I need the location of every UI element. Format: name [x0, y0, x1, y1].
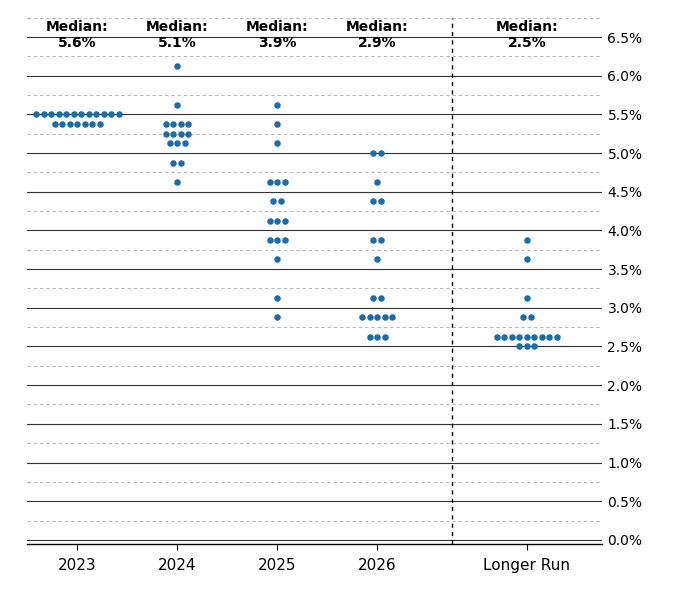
Point	[521, 342, 532, 351]
Point	[521, 235, 532, 245]
Point	[64, 119, 75, 129]
Point	[376, 293, 386, 303]
Text: Median:: Median:	[346, 20, 408, 34]
Point	[272, 177, 282, 187]
Point	[492, 332, 503, 342]
Point	[272, 139, 282, 148]
Point	[164, 139, 175, 148]
Point	[31, 110, 42, 119]
Point	[46, 110, 57, 119]
Point	[268, 197, 279, 206]
Point	[356, 313, 367, 322]
Point	[368, 235, 379, 245]
Point	[161, 129, 172, 138]
Point	[499, 332, 510, 342]
Point	[161, 119, 172, 129]
Point	[518, 313, 529, 322]
Text: Median:: Median:	[146, 20, 209, 34]
Point	[521, 255, 532, 264]
Point	[53, 110, 64, 119]
Point	[279, 177, 290, 187]
Point	[76, 110, 87, 119]
Point	[371, 255, 382, 264]
Point	[168, 158, 179, 167]
Point	[183, 129, 194, 138]
Text: Median:: Median:	[246, 20, 308, 34]
Text: 2.5%: 2.5%	[508, 35, 547, 50]
Point	[376, 148, 386, 158]
Text: Median:: Median:	[46, 20, 109, 34]
Point	[264, 216, 275, 226]
Point	[176, 158, 187, 167]
Point	[172, 177, 183, 187]
Point	[272, 216, 282, 226]
Point	[272, 100, 282, 109]
Point	[272, 313, 282, 322]
Point	[551, 332, 562, 342]
Point	[176, 119, 187, 129]
Point	[172, 139, 183, 148]
Point	[68, 110, 79, 119]
Point	[364, 332, 375, 342]
Point	[179, 139, 190, 148]
Point	[514, 332, 525, 342]
Point	[521, 332, 532, 342]
Point	[272, 293, 282, 303]
Point	[276, 197, 287, 206]
Point	[264, 177, 275, 187]
Point	[368, 293, 379, 303]
Point	[544, 332, 555, 342]
Point	[168, 129, 179, 138]
Point	[525, 313, 536, 322]
Point	[368, 197, 379, 206]
Point	[79, 119, 90, 129]
Point	[172, 100, 183, 109]
Point	[368, 148, 379, 158]
Point	[514, 342, 525, 351]
Point	[61, 110, 72, 119]
Point	[371, 332, 382, 342]
Point	[521, 293, 532, 303]
Text: 3.9%: 3.9%	[258, 35, 296, 50]
Point	[272, 235, 282, 245]
Point	[264, 235, 275, 245]
Point	[272, 119, 282, 129]
Point	[38, 110, 49, 119]
Point	[371, 313, 382, 322]
Point	[279, 235, 290, 245]
Point	[172, 61, 183, 71]
Point	[176, 129, 187, 138]
Point	[507, 332, 518, 342]
Point	[57, 119, 68, 129]
Point	[87, 119, 98, 129]
Point	[371, 177, 382, 187]
Point	[379, 313, 390, 322]
Point	[272, 255, 282, 264]
Point	[364, 313, 375, 322]
Point	[529, 332, 540, 342]
Text: 2.9%: 2.9%	[358, 35, 397, 50]
Point	[49, 119, 60, 129]
Text: 5.6%: 5.6%	[58, 35, 96, 50]
Point	[90, 110, 101, 119]
Point	[183, 119, 194, 129]
Point	[83, 110, 94, 119]
Point	[536, 332, 547, 342]
Point	[529, 342, 540, 351]
Point	[105, 110, 116, 119]
Point	[386, 313, 397, 322]
Point	[168, 119, 179, 129]
Point	[94, 119, 105, 129]
Point	[376, 197, 386, 206]
Point	[72, 119, 83, 129]
Text: Median:: Median:	[496, 20, 558, 34]
Text: 5.1%: 5.1%	[158, 35, 196, 50]
Point	[379, 332, 390, 342]
Point	[279, 216, 290, 226]
Point	[113, 110, 124, 119]
Point	[98, 110, 109, 119]
Point	[376, 235, 386, 245]
